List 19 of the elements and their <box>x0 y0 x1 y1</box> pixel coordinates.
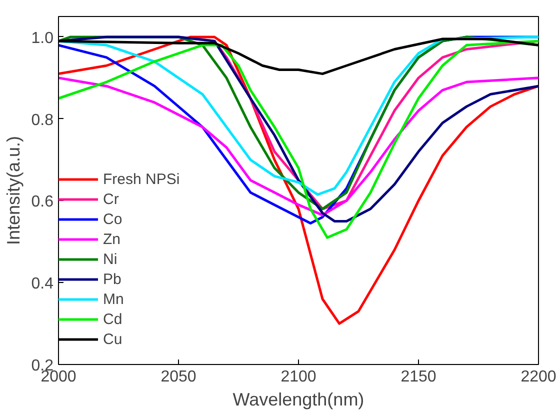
y-axis-title: Intensity(a.u.) <box>3 136 24 246</box>
y-tick-label: 0.8 <box>31 112 54 129</box>
legend-label: Cd <box>103 310 123 328</box>
x-axis-title: Wavelength(nm) <box>232 390 364 410</box>
x-tick-label: 2050 <box>160 368 196 386</box>
x-tick-label: 2100 <box>280 368 316 386</box>
x-tick-label: 2150 <box>400 368 436 386</box>
legend-label: Co <box>103 210 123 228</box>
legend-label: Ni <box>103 250 118 268</box>
legend-label: Mn <box>103 290 124 308</box>
legend-label: Fresh NPSi <box>103 170 180 188</box>
legend-label: Pb <box>103 270 122 288</box>
legend-label: Zn <box>103 230 122 248</box>
legend-label: Cr <box>103 190 120 208</box>
y-tick-label: 0.6 <box>31 194 54 211</box>
y-tick-label: 1.0 <box>31 30 54 47</box>
legend-label: Cu <box>103 330 123 348</box>
x-tick-label: 2200 <box>520 368 556 386</box>
y-tick-label: 0.4 <box>31 276 54 293</box>
